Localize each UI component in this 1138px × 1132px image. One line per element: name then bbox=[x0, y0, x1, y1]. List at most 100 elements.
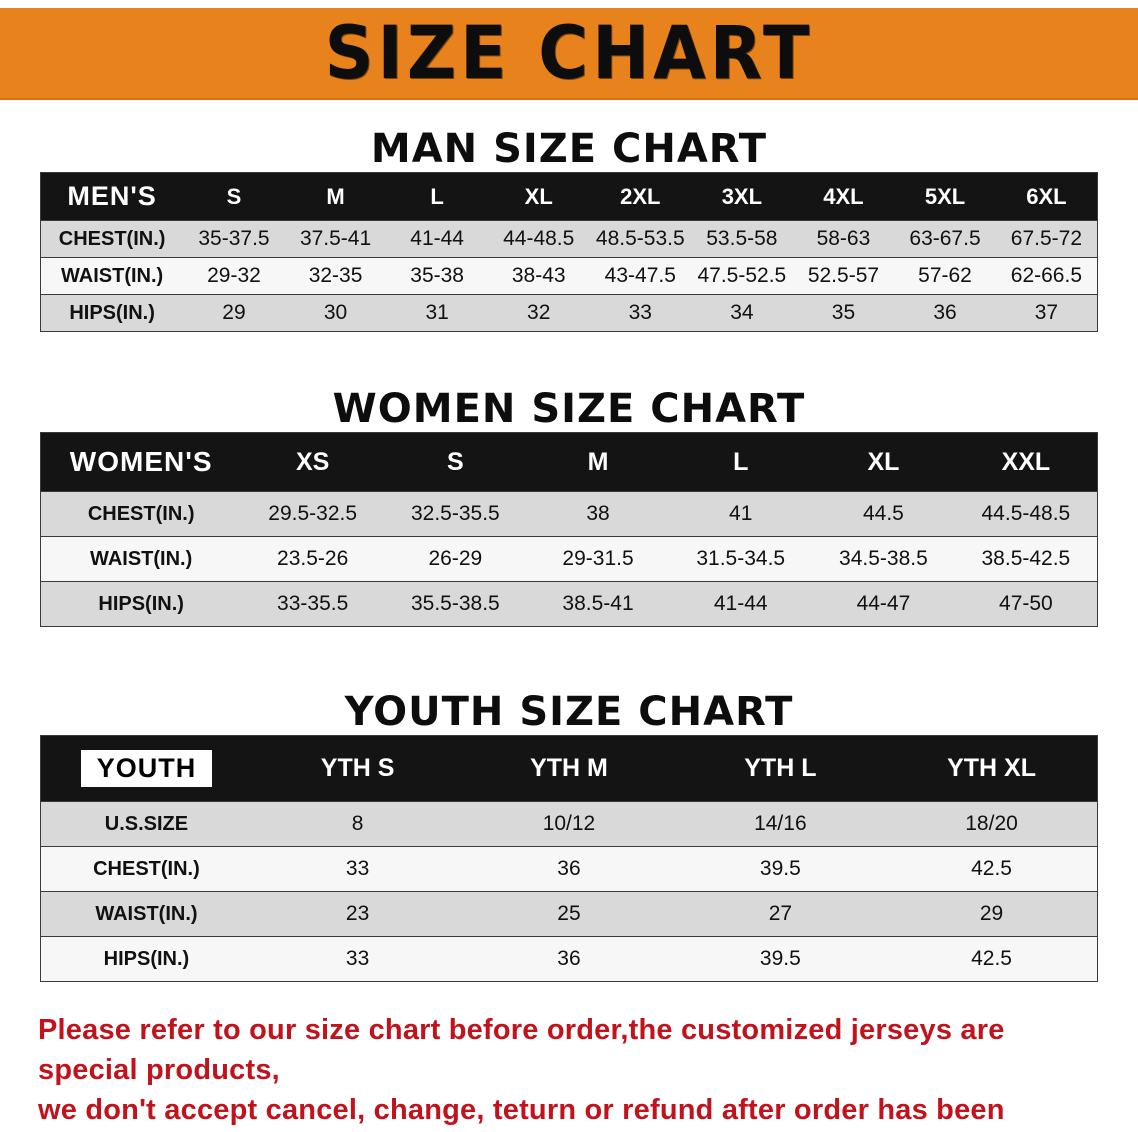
size-value-cell: 35.5-38.5 bbox=[410, 592, 500, 615]
size-column-header: L bbox=[386, 173, 488, 221]
size-value-cell: 38 bbox=[586, 502, 610, 525]
row-label: WAIST(IN.) bbox=[90, 547, 193, 570]
row-label: HIPS(IN.) bbox=[103, 947, 190, 970]
row-label: HIPS(IN.) bbox=[98, 592, 184, 615]
size-value-cell: 39.5 bbox=[759, 947, 801, 970]
size-value-cell: 33 bbox=[628, 301, 652, 324]
size-column-header-text: L bbox=[733, 447, 749, 476]
table-row: CHEST(IN.) 33 36 39.5 42.5 bbox=[40, 846, 1098, 892]
man-size-section: MAN SIZE CHART MEN'S S M L XL 2XL 3XL 4XL 5XL 6XL… bbox=[0, 126, 1138, 332]
size-value-cell: 23.5-26 bbox=[277, 547, 349, 570]
size-value-cell: 44.5 bbox=[862, 502, 904, 525]
size-column-header-text: YTH S bbox=[320, 754, 395, 782]
size-column-header: 2XL bbox=[590, 173, 692, 221]
size-value-cell: 18/20 bbox=[965, 812, 1018, 835]
table-corner-label: YOUTH bbox=[41, 736, 252, 802]
size-value-cell: 25 bbox=[557, 902, 581, 925]
size-column-header: 5XL bbox=[894, 173, 996, 221]
size-column-header-text: M bbox=[587, 447, 609, 476]
size-value-cell: 67.5-72 bbox=[1010, 227, 1083, 250]
size-value-cell: 31.5-34.5 bbox=[696, 547, 786, 570]
size-column-header: L bbox=[669, 433, 812, 492]
table-row: CHEST(IN.) 35-37.5 37.5-41 41-44 44-48.5 48.5… bbox=[40, 220, 1098, 258]
size-value-cell: 63-67.5 bbox=[909, 227, 981, 250]
table-row: CHEST(IN.) 29.5-32.5 32.5-35.5 38 41 44.5 44.5… bbox=[40, 491, 1098, 537]
size-column-header-text: 4XL bbox=[823, 183, 864, 209]
man-size-table: MEN'S S M L XL 2XL 3XL 4XL 5XL 6XL CHEST(IN.) 35-37… bbox=[40, 172, 1098, 332]
size-column-header: S bbox=[183, 173, 285, 221]
size-value-cell: 44-48.5 bbox=[503, 227, 575, 250]
man-size-title: MAN SIZE CHART bbox=[370, 126, 768, 172]
size-value-cell: 62-66.5 bbox=[1010, 264, 1083, 287]
table-header-row: YOUTH YTH S YTH M YTH L YTH XL bbox=[40, 735, 1098, 802]
table-row: U.S.SIZE 8 10/12 14/16 18/20 bbox=[40, 801, 1098, 847]
size-value-cell: 29 bbox=[222, 301, 246, 324]
table-row: HIPS(IN.) 33 36 39.5 42.5 bbox=[40, 936, 1098, 982]
size-column-header: YTH XL bbox=[886, 736, 1097, 802]
size-value-cell: 47.5-52.5 bbox=[697, 264, 787, 287]
size-column-header: M bbox=[285, 173, 387, 221]
size-column-header-text: 6XL bbox=[1026, 183, 1067, 209]
table-corner-label-text: YOUTH bbox=[80, 750, 213, 787]
size-value-cell: 52.5-57 bbox=[807, 264, 880, 287]
size-value-cell: 26-29 bbox=[428, 547, 483, 570]
size-value-cell: 57-62 bbox=[918, 264, 972, 287]
size-value-cell: 29.5-32.5 bbox=[268, 502, 358, 525]
table-row: HIPS(IN.) 33-35.5 35.5-38.5 38.5-41 41-44 44-… bbox=[40, 581, 1098, 627]
size-value-cell: 43-47.5 bbox=[604, 264, 676, 287]
size-value-cell: 41-44 bbox=[410, 227, 464, 250]
size-column-header-text: YTH XL bbox=[947, 754, 1036, 782]
size-column-header: YTH S bbox=[252, 736, 463, 802]
size-value-cell: 27 bbox=[768, 902, 793, 925]
size-column-header: XS bbox=[241, 433, 384, 492]
size-value-cell: 29-32 bbox=[207, 264, 261, 287]
women-size-table: WOMEN'S XS S M L XL XXL CHEST(IN.) 29.5-32.5 32.5… bbox=[40, 432, 1098, 627]
size-chart-page: SIZE CHART MAN SIZE CHART MEN'S S M L XL 2XL 3… bbox=[0, 8, 1138, 1132]
table-header-row: WOMEN'S XS S M L XL XXL bbox=[40, 432, 1098, 492]
row-label: CHEST(IN.) bbox=[87, 502, 195, 525]
size-column-header: XL bbox=[812, 433, 955, 492]
youth-size-table: YOUTH YTH S YTH M YTH L YTH XL U.S.SIZE 8 10/12… bbox=[40, 735, 1098, 982]
size-value-cell: 37.5-41 bbox=[299, 227, 372, 250]
size-value-cell: 35 bbox=[831, 301, 856, 324]
table-header-row: MEN'S S M L XL 2XL 3XL 4XL 5XL 6XL bbox=[40, 172, 1098, 221]
size-value-cell: 47-50 bbox=[999, 592, 1053, 615]
size-column-header: S bbox=[384, 433, 527, 492]
size-column-header: XL bbox=[488, 173, 590, 221]
size-value-cell: 36 bbox=[557, 857, 581, 880]
banner: SIZE CHART bbox=[0, 8, 1138, 100]
size-column-header-text: XS bbox=[295, 447, 330, 476]
size-column-header: XXL bbox=[955, 433, 1098, 492]
women-size-title: WOMEN SIZE CHART bbox=[332, 386, 806, 432]
size-column-header-text: YTH M bbox=[530, 754, 608, 782]
size-column-header: 3XL bbox=[691, 173, 793, 221]
size-value-cell: 36 bbox=[933, 301, 957, 324]
row-label: HIPS(IN.) bbox=[69, 301, 155, 324]
page-title: SIZE CHART bbox=[324, 10, 814, 96]
size-column-header: M bbox=[527, 433, 670, 492]
size-value-cell: 38.5-42.5 bbox=[981, 547, 1071, 570]
size-value-cell: 29 bbox=[979, 902, 1004, 925]
size-value-cell: 32 bbox=[527, 301, 551, 324]
size-value-cell: 42.5 bbox=[971, 857, 1012, 880]
table-row: HIPS(IN.) 29 30 31 32 33 34 35 36 37 bbox=[40, 294, 1098, 332]
youth-size-title: YOUTH SIZE CHART bbox=[344, 689, 794, 735]
size-value-cell: 35-38 bbox=[410, 264, 464, 287]
size-value-cell: 38-43 bbox=[511, 264, 566, 287]
size-value-cell: 30 bbox=[323, 301, 348, 324]
size-value-cell: 39.5 bbox=[759, 857, 801, 880]
size-value-cell: 41-44 bbox=[713, 592, 768, 615]
size-column-header-text: YTH L bbox=[744, 754, 817, 782]
size-value-cell: 38.5-41 bbox=[562, 592, 634, 615]
size-column-header-text: S bbox=[226, 183, 242, 209]
size-value-cell: 35-37.5 bbox=[198, 227, 270, 250]
row-label: WAIST(IN.) bbox=[60, 264, 164, 287]
size-value-cell: 58-63 bbox=[816, 227, 871, 250]
size-column-header-text: S bbox=[447, 447, 464, 476]
table-row: WAIST(IN.) 29-32 32-35 35-38 38-43 43-47.5 47.… bbox=[40, 257, 1098, 295]
size-value-cell: 44-47 bbox=[856, 592, 911, 615]
size-value-cell: 34 bbox=[730, 301, 754, 324]
row-label: CHEST(IN.) bbox=[58, 227, 166, 250]
row-label: U.S.SIZE bbox=[104, 812, 189, 835]
size-value-cell: 14/16 bbox=[754, 812, 807, 835]
